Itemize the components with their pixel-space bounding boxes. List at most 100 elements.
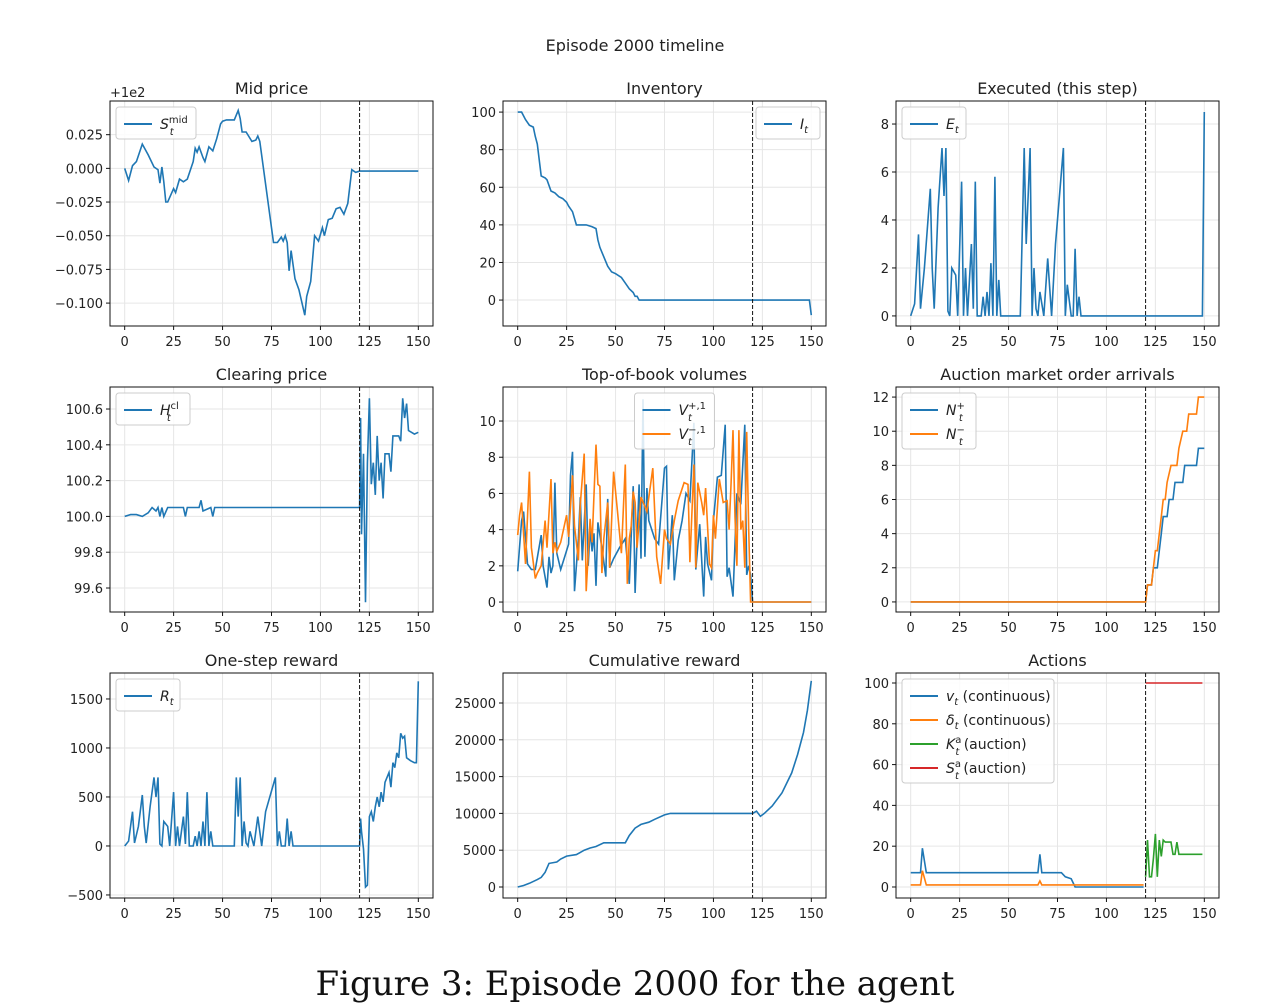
legend-suffix: (continuous) xyxy=(959,713,1051,729)
figure-suptitle: Episode 2000 timeline xyxy=(546,36,725,55)
legend-subscript: t xyxy=(170,127,175,138)
series-line-0 xyxy=(910,848,1144,888)
y-tick-label: 20 xyxy=(872,840,889,855)
subplot-title: Clearing price xyxy=(216,365,328,384)
legend-superscript: −,1 xyxy=(688,425,706,436)
legend-symbol: R xyxy=(160,689,170,705)
legend-subscript: t xyxy=(955,721,960,732)
legend-label: Smid t xyxy=(160,115,188,138)
x-tick-label: 25 xyxy=(951,907,968,922)
x-tick-label: 50 xyxy=(1000,907,1017,922)
x-tick-label: 25 xyxy=(558,335,575,350)
x-tick-label: 100 xyxy=(1094,335,1119,350)
x-tick-label: 50 xyxy=(607,621,624,636)
y-tick-label: 100 xyxy=(864,677,889,692)
series-line-0 xyxy=(517,680,813,888)
legend-superscript: +,1 xyxy=(688,401,706,412)
x-tick-label: 125 xyxy=(750,335,775,350)
x-tick-label: 25 xyxy=(558,907,575,922)
legend-symbol: N xyxy=(946,427,957,443)
x-tick-label: 75 xyxy=(656,335,673,350)
y-tick-label: 0 xyxy=(881,310,889,325)
legend-symbol: N xyxy=(946,403,957,419)
x-tick-label: 75 xyxy=(656,621,673,636)
x-tick-label: 50 xyxy=(1000,621,1017,636)
legend: It xyxy=(755,106,821,140)
y-tick-label: 8 xyxy=(488,451,496,466)
x-tick-label: 150 xyxy=(406,335,431,350)
legend-suffix: (auction) xyxy=(959,737,1026,753)
legend-symbol: E xyxy=(946,117,955,133)
subplot-auction-market-order-arrivals: 0 25 50 75 100 125 150 0 2 4 6 8 10 12 Auction market … xyxy=(872,365,1220,636)
x-tick-label: 100 xyxy=(1094,621,1119,636)
series-line-2 xyxy=(1144,833,1203,878)
x-tick-label: 25 xyxy=(165,335,182,350)
series-line-1 xyxy=(910,396,1205,603)
x-tick-label: 75 xyxy=(1049,335,1066,350)
y-tick-label: 80 xyxy=(872,718,889,733)
x-tick-label: 150 xyxy=(1192,621,1217,636)
legend-label: δt (continuous) xyxy=(946,713,1051,732)
legend-symbol: V xyxy=(679,427,690,443)
legend-symbol: δ xyxy=(946,713,955,729)
legend-box xyxy=(115,392,191,426)
x-tick-label: 125 xyxy=(1143,335,1168,350)
x-tick-label: 75 xyxy=(263,335,280,350)
legend-symbol: S xyxy=(160,117,169,133)
y-tick-label: 0 xyxy=(95,840,103,855)
x-tick-label: 100 xyxy=(701,335,726,350)
legend-subscript: t xyxy=(955,125,960,136)
x-tick-label: 125 xyxy=(750,621,775,636)
y-tick-label: 0.000 xyxy=(66,162,103,177)
subplot-top-of-book-volumes: 0 25 50 75 100 125 150 0 2 4 6 8 10 Top-of-book volum… xyxy=(479,365,827,636)
legend: vt (continuous)δt (continuous)Ka t (aucti… xyxy=(901,678,1055,784)
x-tick-label: 125 xyxy=(357,621,382,636)
subplot-title: One-step reward xyxy=(205,651,338,670)
y-tick-label: 100 xyxy=(471,106,496,121)
x-tick-label: 0 xyxy=(514,621,522,636)
x-tick-label: 0 xyxy=(907,907,915,922)
y-tick-label: −0.025 xyxy=(55,196,103,211)
subplot-clearing-price: 0 25 50 75 100 125 150 99.6 99.8 100.0 100.2 100.4 1… xyxy=(66,365,434,636)
y-tick-label: 0 xyxy=(488,596,496,611)
y-tick-label: 80 xyxy=(479,144,496,159)
legend-subscript: t xyxy=(955,747,960,758)
x-tick-label: 150 xyxy=(406,621,431,636)
legend: V+,1 tV−,1 t xyxy=(634,392,715,450)
subplot-title: Top-of-book volumes xyxy=(581,365,747,384)
x-tick-label: 125 xyxy=(357,907,382,922)
x-tick-label: 150 xyxy=(799,335,824,350)
x-tick-label: 50 xyxy=(1000,335,1017,350)
y-tick-label: 10 xyxy=(479,415,496,430)
y-tick-label: 0 xyxy=(488,294,496,309)
legend-symbol: H xyxy=(160,403,171,419)
legend-box xyxy=(901,392,977,450)
legend-label: Rt xyxy=(160,689,175,708)
y-tick-label: 4 xyxy=(881,528,889,543)
y-tick-label: 10000 xyxy=(455,807,496,822)
subplot-inventory: 0 25 50 75 100 125 150 0 20 40 60 80 100 Inventory It xyxy=(471,79,827,350)
y-tick-label: 6 xyxy=(488,487,496,502)
x-tick-label: 75 xyxy=(263,621,280,636)
subplot-title: Auction market order arrivals xyxy=(940,365,1174,384)
x-tick-label: 25 xyxy=(165,907,182,922)
y-tick-label: 0 xyxy=(488,881,496,896)
legend-suffix: (auction) xyxy=(959,761,1026,777)
x-tick-label: 75 xyxy=(1049,907,1066,922)
y-tick-label: 0 xyxy=(881,596,889,611)
legend-label: N+ t xyxy=(946,401,965,424)
y-tick-label: 99.8 xyxy=(74,546,103,561)
x-tick-label: 100 xyxy=(308,335,333,350)
x-tick-label: 100 xyxy=(1094,907,1119,922)
y-tick-label: 100.4 xyxy=(66,439,103,454)
y-tick-label: 0.025 xyxy=(66,129,103,144)
y-tick-label: 2 xyxy=(881,262,889,277)
series-line-0 xyxy=(517,111,813,316)
x-tick-label: 75 xyxy=(263,907,280,922)
legend-subscript: t xyxy=(167,413,172,424)
subplot-one-step-reward: 0 25 50 75 100 125 150 −500 0 500 1000 1500 One-step… xyxy=(67,651,434,922)
y-tick-label: 60 xyxy=(872,759,889,774)
y-tick-label: 1000 xyxy=(70,742,103,757)
series-line-1 xyxy=(910,870,1144,886)
